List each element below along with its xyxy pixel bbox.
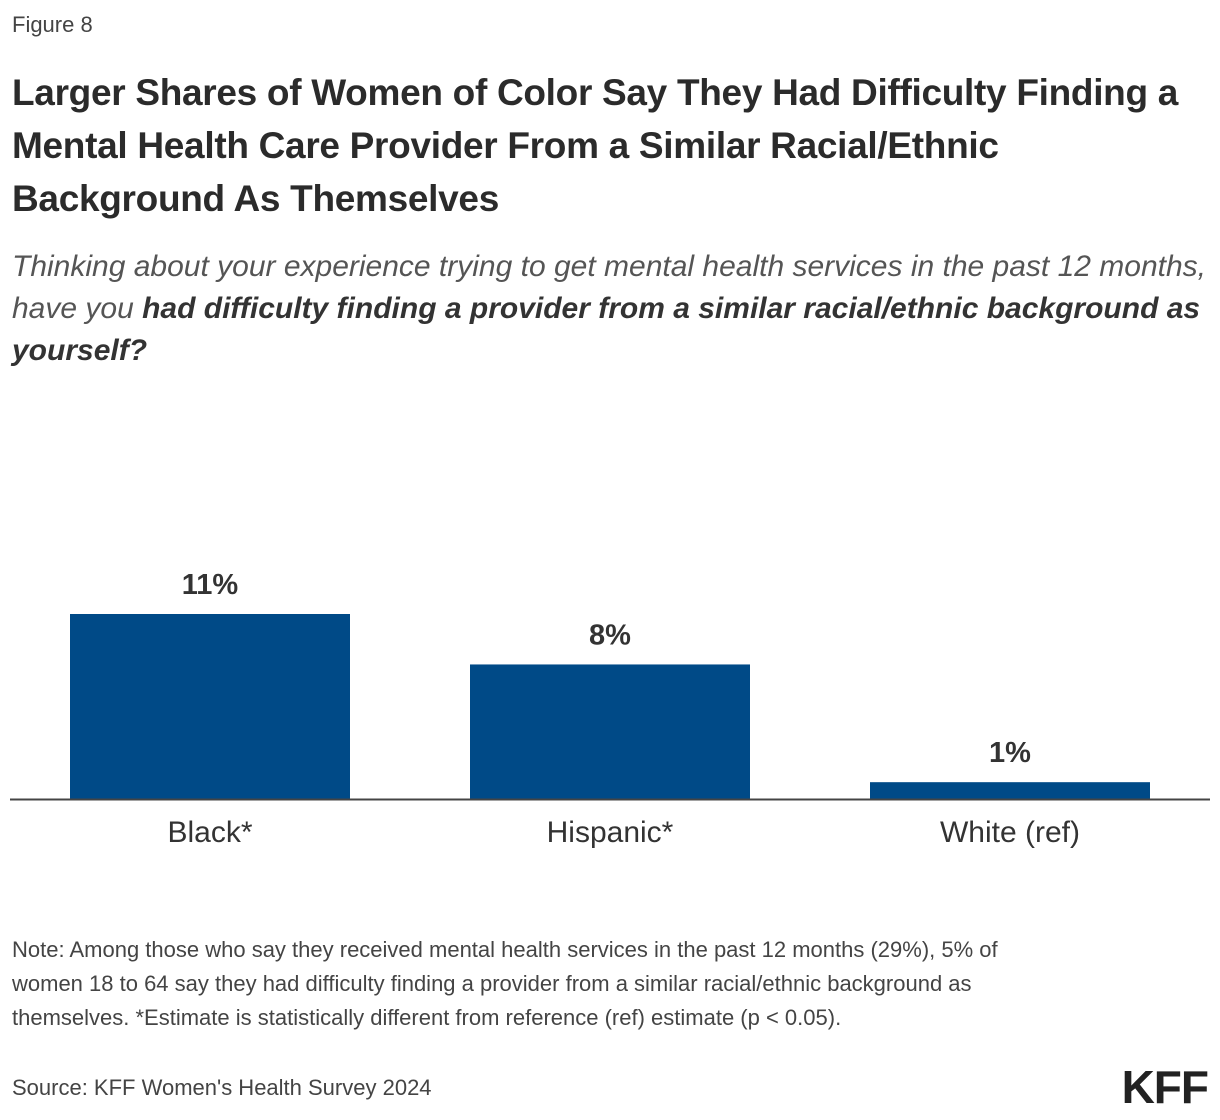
data-label-1: 11%	[182, 569, 239, 601]
x-tick-label-3: White (ref)	[940, 816, 1080, 849]
bar-chart: 11% Black* 8% Hispanic* 1% White (ref)	[10, 569, 1210, 849]
bar-2	[470, 664, 750, 799]
figure-label: Figure 8	[12, 12, 93, 37]
bar-3	[870, 782, 1150, 799]
chart-source: Source: KFF Women's Health Survey 2024	[12, 1075, 432, 1100]
chart-title: Larger Shares of Women of Color Say They…	[12, 72, 1179, 219]
x-tick-label-1: Black*	[167, 816, 252, 849]
subtitle-emphasis: had difficulty finding a provider from a…	[12, 292, 1201, 367]
x-tick-label-2: Hispanic*	[547, 816, 674, 849]
data-label-2: 8%	[589, 619, 631, 651]
subtitle-intro: Thinking about your experience trying to…	[12, 250, 1207, 325]
bar-1	[70, 614, 350, 799]
chart-subtitle: Thinking about your experience trying to…	[12, 246, 1212, 372]
kff-logo: KFF	[1121, 1061, 1209, 1113]
chart-note: Note: Among those who say they received …	[12, 937, 998, 1030]
data-label-3: 1%	[989, 737, 1031, 769]
